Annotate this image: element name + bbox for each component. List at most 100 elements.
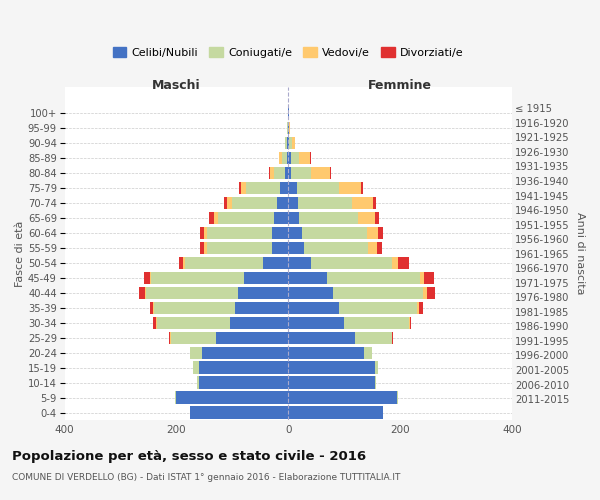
Bar bbox=[144, 272, 149, 284]
Bar bbox=[157, 316, 230, 329]
Bar bbox=[427, 286, 436, 299]
Bar bbox=[311, 256, 392, 269]
Bar bbox=[288, 196, 298, 209]
Bar bbox=[224, 196, 227, 209]
Bar bbox=[291, 166, 311, 179]
Bar bbox=[270, 166, 274, 179]
Bar bbox=[378, 226, 383, 239]
Bar bbox=[154, 316, 156, 329]
Bar bbox=[153, 302, 154, 314]
Bar bbox=[238, 286, 288, 299]
Bar bbox=[280, 152, 282, 164]
Bar bbox=[247, 182, 280, 194]
Bar bbox=[239, 182, 241, 194]
Bar bbox=[311, 166, 330, 179]
Bar bbox=[298, 196, 352, 209]
Bar bbox=[199, 362, 288, 374]
Bar bbox=[202, 346, 288, 359]
Bar bbox=[296, 182, 338, 194]
Bar bbox=[355, 332, 392, 344]
Bar bbox=[272, 242, 288, 254]
Bar bbox=[151, 272, 244, 284]
Bar bbox=[288, 256, 311, 269]
Y-axis label: Anni di nascita: Anni di nascita bbox=[575, 212, 585, 295]
Bar bbox=[169, 332, 170, 344]
Bar bbox=[299, 152, 310, 164]
Bar bbox=[288, 136, 289, 149]
Bar bbox=[286, 166, 288, 179]
Bar bbox=[190, 346, 202, 359]
Bar bbox=[398, 256, 409, 269]
Bar bbox=[364, 346, 372, 359]
Bar bbox=[288, 212, 299, 224]
Bar bbox=[190, 406, 288, 419]
Bar bbox=[185, 256, 263, 269]
Bar bbox=[420, 272, 424, 284]
Bar bbox=[205, 242, 207, 254]
Bar bbox=[263, 256, 288, 269]
Bar bbox=[145, 286, 146, 299]
Bar bbox=[373, 196, 376, 209]
Bar bbox=[272, 226, 288, 239]
Bar bbox=[288, 182, 296, 194]
Bar bbox=[288, 362, 375, 374]
Bar bbox=[214, 212, 218, 224]
Bar bbox=[368, 242, 377, 254]
Bar bbox=[199, 376, 288, 389]
Bar bbox=[328, 272, 420, 284]
Bar bbox=[344, 316, 409, 329]
Text: Maschi: Maschi bbox=[152, 78, 201, 92]
Bar bbox=[288, 346, 364, 359]
Bar bbox=[150, 302, 153, 314]
Bar bbox=[289, 136, 292, 149]
Bar bbox=[200, 242, 205, 254]
Bar bbox=[299, 212, 358, 224]
Bar bbox=[175, 392, 176, 404]
Bar bbox=[146, 286, 238, 299]
Bar bbox=[287, 152, 288, 164]
Bar bbox=[292, 136, 295, 149]
Bar bbox=[377, 242, 382, 254]
Bar bbox=[230, 316, 288, 329]
Bar bbox=[193, 362, 199, 374]
Bar bbox=[288, 406, 383, 419]
Bar bbox=[241, 182, 247, 194]
Bar bbox=[375, 362, 378, 374]
Bar bbox=[367, 226, 378, 239]
Bar bbox=[218, 212, 274, 224]
Bar bbox=[154, 302, 235, 314]
Bar bbox=[282, 152, 287, 164]
Bar bbox=[338, 182, 361, 194]
Bar bbox=[288, 332, 355, 344]
Bar bbox=[422, 286, 427, 299]
Bar bbox=[333, 286, 422, 299]
Bar bbox=[288, 272, 328, 284]
Bar bbox=[410, 316, 412, 329]
Bar bbox=[288, 166, 291, 179]
Bar bbox=[302, 226, 367, 239]
Bar bbox=[197, 376, 199, 389]
Bar bbox=[424, 272, 434, 284]
Bar bbox=[392, 256, 398, 269]
Bar bbox=[235, 302, 288, 314]
Bar bbox=[304, 242, 368, 254]
Bar bbox=[215, 332, 288, 344]
Bar bbox=[179, 256, 183, 269]
Bar bbox=[375, 212, 379, 224]
Bar bbox=[149, 272, 151, 284]
Bar bbox=[417, 302, 419, 314]
Legend: Celibi/Nubili, Coniugati/e, Vedovi/e, Divorziati/e: Celibi/Nubili, Coniugati/e, Vedovi/e, Di… bbox=[109, 43, 468, 62]
Bar bbox=[419, 302, 423, 314]
Bar bbox=[244, 272, 288, 284]
Bar bbox=[183, 256, 185, 269]
Bar bbox=[288, 376, 375, 389]
Bar bbox=[330, 166, 331, 179]
Bar bbox=[207, 226, 272, 239]
Bar bbox=[352, 196, 373, 209]
Bar bbox=[207, 242, 272, 254]
Y-axis label: Fasce di età: Fasce di età bbox=[15, 220, 25, 287]
Bar bbox=[288, 286, 333, 299]
Bar bbox=[274, 166, 286, 179]
Bar bbox=[288, 152, 290, 164]
Bar bbox=[290, 152, 299, 164]
